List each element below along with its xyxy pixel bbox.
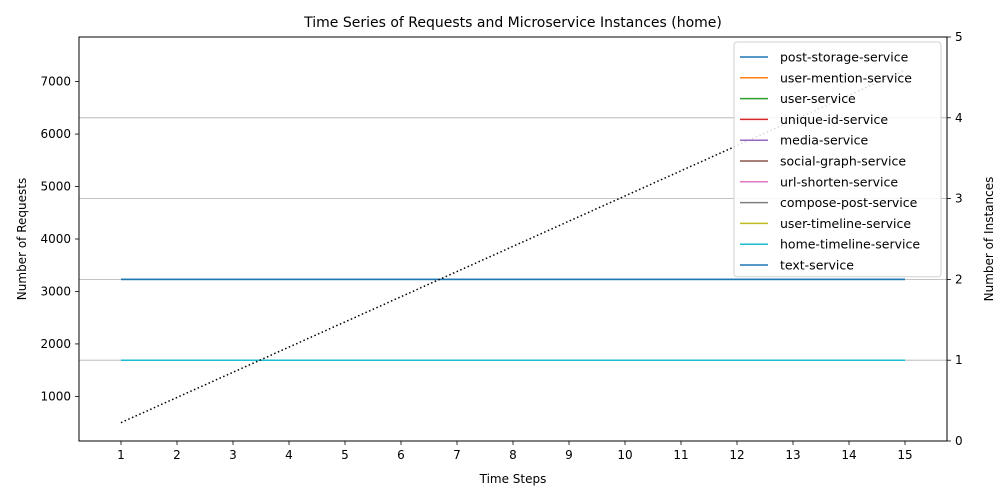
y-right-tick-label: 5 xyxy=(955,30,963,44)
x-tick-label: 11 xyxy=(673,448,688,462)
x-tick-label: 5 xyxy=(341,448,349,462)
y-axis-left: 1000 2000 3000 4000 5000 6000 7000 xyxy=(40,75,79,403)
legend-label: user-mention-service xyxy=(780,70,912,85)
x-tick-label: 8 xyxy=(509,448,517,462)
legend-label: url-shorten-service xyxy=(780,174,898,189)
y-left-tick-label: 2000 xyxy=(40,337,71,351)
legend-label: media-service xyxy=(780,133,869,148)
legend-label: post-storage-service xyxy=(780,50,909,65)
y-left-tick-label: 4000 xyxy=(40,232,71,246)
legend-label: user-timeline-service xyxy=(780,216,911,231)
y-axis-left-label: Number of Requests xyxy=(15,178,29,300)
x-tick-label: 15 xyxy=(897,448,912,462)
y-left-tick-label: 6000 xyxy=(40,127,71,141)
x-tick-label: 14 xyxy=(841,448,856,462)
legend-label: home-timeline-service xyxy=(780,237,920,252)
y-axis-right-label: Number of Instances xyxy=(982,177,996,302)
x-tick-label: 6 xyxy=(397,448,405,462)
x-tick-label: 9 xyxy=(565,448,573,462)
y-left-tick-label: 3000 xyxy=(40,284,71,298)
y-right-tick-label: 3 xyxy=(955,192,963,206)
legend-label: text-service xyxy=(780,258,854,273)
x-tick-label: 3 xyxy=(229,448,237,462)
x-tick-label: 2 xyxy=(173,448,181,462)
x-tick-label: 4 xyxy=(285,448,293,462)
series-lines xyxy=(121,278,905,361)
x-tick-label: 10 xyxy=(617,448,632,462)
y-left-tick-label: 1000 xyxy=(40,389,71,403)
y-right-tick-label: 4 xyxy=(955,111,963,125)
y-left-tick-label: 5000 xyxy=(40,180,71,194)
y-left-tick-label: 7000 xyxy=(40,75,71,89)
y-right-tick-label: 2 xyxy=(955,272,963,286)
legend: post-storage-service user-mention-service… xyxy=(733,41,942,278)
x-tick-label: 13 xyxy=(785,448,800,462)
legend-label: social-graph-service xyxy=(780,154,906,169)
x-tick-label: 1 xyxy=(117,448,125,462)
y-axis-right: 0 1 2 3 4 5 xyxy=(947,30,963,448)
x-tick-label: 7 xyxy=(453,448,461,462)
y-right-tick-label: 0 xyxy=(955,434,963,448)
chart-title: Time Series of Requests and Microservice… xyxy=(303,15,722,31)
legend-box xyxy=(733,41,942,278)
x-tick-label: 12 xyxy=(729,448,744,462)
legend-label: user-service xyxy=(780,91,856,106)
x-axis: 1 2 3 4 5 6 7 8 9 10 11 12 13 14 15 xyxy=(117,441,913,462)
legend-label: unique-id-service xyxy=(780,112,888,127)
legend-label: compose-post-service xyxy=(780,195,918,210)
y-right-tick-label: 1 xyxy=(955,353,963,367)
x-axis-label: Time Steps xyxy=(479,472,547,486)
